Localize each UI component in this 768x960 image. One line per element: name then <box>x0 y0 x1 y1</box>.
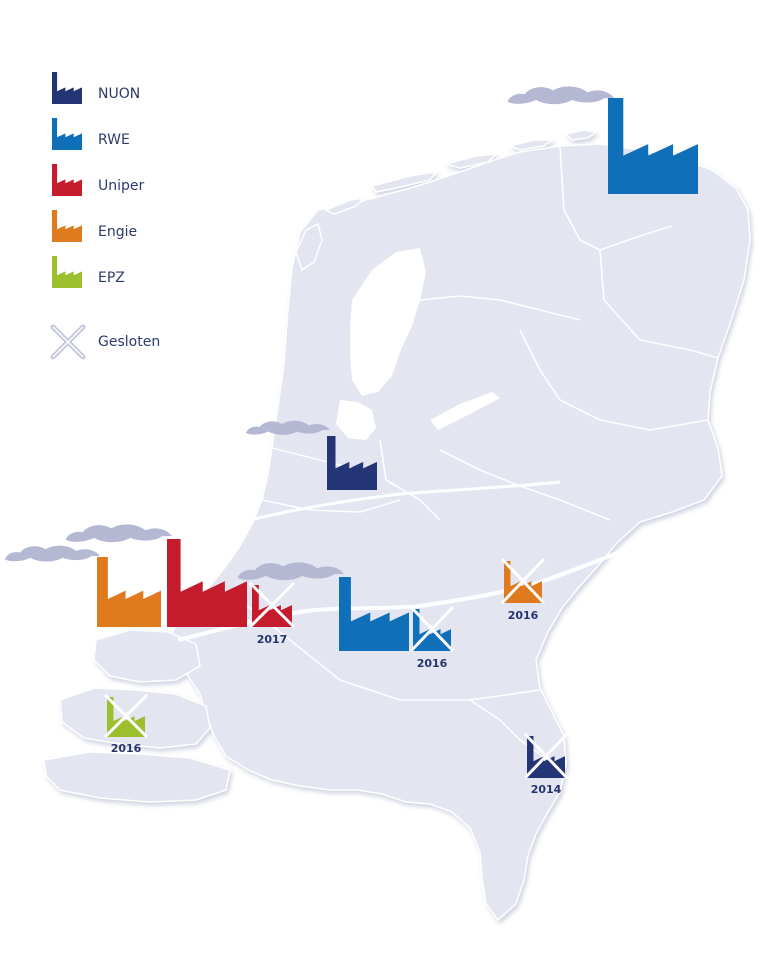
legend: NUON RWE Uniper Engie EPZ Gesloten <box>50 72 160 360</box>
legend-item-nuon: NUON <box>52 72 140 104</box>
wadden-island-terschelling <box>370 170 438 193</box>
factory-icon <box>327 436 377 490</box>
zeeuws-vlaanderen <box>43 751 231 803</box>
border-drenthe <box>599 249 719 359</box>
legend-item-closed: Gesloten <box>50 324 160 360</box>
wadden-island-texel <box>295 222 323 272</box>
legend-item-uniper: Uniper <box>52 164 145 196</box>
closure-year-label: 2016 <box>111 742 142 755</box>
closed-cross-icon <box>523 732 569 780</box>
province-borders <box>239 145 719 761</box>
closure-year-label: 2014 <box>531 783 562 796</box>
zeeland-island-north <box>93 629 201 683</box>
closed-cross-icon <box>248 581 296 629</box>
ijsselmeer <box>350 248 426 396</box>
smoke-cloud <box>246 420 330 435</box>
border-friesland-flevoland <box>419 295 581 321</box>
power-plants: 2017 2016 2016 2016 2014 <box>4 86 698 796</box>
border-brabant <box>239 599 541 701</box>
river-waal <box>249 480 561 522</box>
closed-cross-icon <box>409 605 455 653</box>
border-limburg <box>469 699 549 761</box>
legend-item-engie: Engie <box>52 210 137 242</box>
factory-icon <box>608 98 698 194</box>
plant-rotterdam-uniper-closed[interactable]: 2017 <box>248 581 296 646</box>
smoke-cloud <box>507 86 614 105</box>
factory-icon <box>52 164 82 196</box>
plant-maasvlakte-engie[interactable] <box>4 545 161 627</box>
plant-maasvlakte-uniper[interactable] <box>65 524 247 627</box>
plant-eemshaven-rwe[interactable] <box>507 86 698 194</box>
wadden-island-rottumeroog <box>564 129 598 141</box>
closure-year-label: 2016 <box>508 609 539 622</box>
smoke-cloud <box>65 524 172 543</box>
closed-cross-icon <box>103 693 149 739</box>
legend-item-rwe: RWE <box>52 118 130 150</box>
factory-icon <box>339 577 409 651</box>
legend-label: EPZ <box>98 270 125 286</box>
border-groningen-friesland <box>559 145 673 251</box>
legend-label: Engie <box>98 224 137 240</box>
factory-icon <box>97 557 161 627</box>
factory-icon <box>167 539 247 627</box>
plant-geertruidenberg-rwe-closed[interactable]: 2016 <box>409 605 455 670</box>
plant-borssele-epz-closed[interactable]: 2016 <box>103 693 149 755</box>
smoke-cloud <box>237 562 344 581</box>
factory-icon <box>52 210 82 242</box>
legend-label-closed: Gesloten <box>98 334 160 350</box>
water-bodies <box>177 248 631 642</box>
legend-label: NUON <box>98 86 140 102</box>
netherlands-map <box>43 129 751 922</box>
legend-item-epz: EPZ <box>52 256 125 288</box>
closure-year-label: 2017 <box>257 633 288 646</box>
border-zuid-holland <box>261 499 401 513</box>
veluwemeer <box>430 392 500 430</box>
factory-icon <box>52 72 82 104</box>
wadden-island-vlieland <box>324 196 367 215</box>
plant-hemweg-nuon[interactable] <box>246 420 377 490</box>
legend-label: RWE <box>98 132 130 148</box>
zeeland-island-middle <box>59 687 211 749</box>
markermeer <box>336 400 376 440</box>
closed-cross-icon <box>500 557 546 605</box>
wadden-island-ameland <box>443 153 499 169</box>
closure-year-label: 2016 <box>417 657 448 670</box>
plant-amer-rwe[interactable] <box>237 562 409 651</box>
border-utrecht <box>379 439 441 521</box>
mainland-shape <box>169 143 751 922</box>
wadden-island-schiermonnikoog <box>507 139 555 151</box>
factory-icon <box>52 118 82 150</box>
factory-icon <box>52 256 82 288</box>
plant-buggenum-nuon-closed[interactable]: 2014 <box>523 732 569 796</box>
legend-label: Uniper <box>98 178 145 194</box>
plant-nijmegen-engie-closed[interactable]: 2016 <box>500 557 546 622</box>
border-overijssel <box>519 329 709 431</box>
smoke-cloud <box>4 545 101 562</box>
closed-cross-icon <box>50 324 86 360</box>
border-gelderland <box>439 449 611 521</box>
